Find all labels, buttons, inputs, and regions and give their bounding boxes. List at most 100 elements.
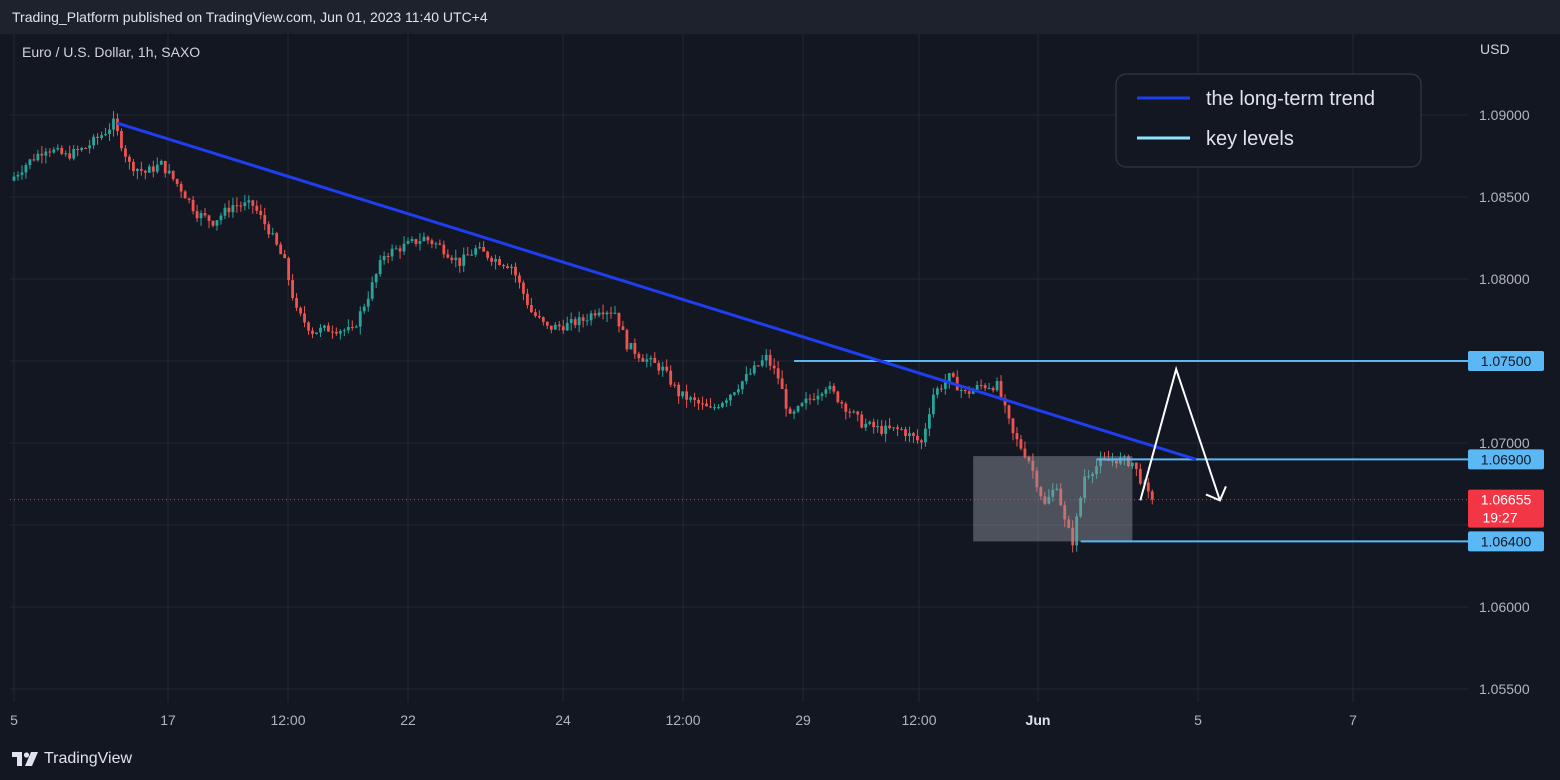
candle-body: [319, 327, 322, 333]
candle-body: [537, 315, 541, 318]
candle-body: [434, 243, 438, 245]
candle-body: [40, 153, 44, 156]
candle-body: [518, 275, 521, 283]
candle-body: [1039, 487, 1043, 497]
published-info: Trading_Platform published on TradingVie…: [12, 9, 488, 25]
candle-body: [143, 170, 147, 173]
brand[interactable]: TradingView: [12, 750, 132, 768]
candle-body: [530, 305, 533, 313]
candle-body: [1150, 491, 1154, 500]
candle-body: [597, 312, 601, 316]
candle-body: [183, 191, 187, 199]
time-tick-label: 7: [1349, 712, 1357, 728]
candle-body: [943, 381, 947, 389]
candle-body: [80, 147, 84, 151]
price-tick-label: 1.07000: [1479, 435, 1530, 451]
candle-body: [64, 153, 68, 155]
candle-body: [605, 312, 609, 315]
candle-body: [279, 244, 283, 255]
candle-body: [931, 394, 935, 415]
candle-body: [804, 398, 808, 404]
candle-body: [163, 160, 167, 174]
candle-body: [1003, 398, 1007, 406]
candle-body: [327, 325, 330, 332]
candle-body: [971, 389, 975, 394]
candle-body: [462, 254, 466, 266]
candle-body: [760, 360, 764, 366]
candle-body: [868, 421, 872, 424]
level-badge-label: 1.06900: [1481, 451, 1532, 467]
time-tick-label: 29: [795, 712, 811, 728]
candle-body: [426, 236, 430, 241]
candle-body: [354, 326, 358, 328]
candle-body: [808, 398, 812, 400]
candle-body: [275, 233, 279, 245]
candle-body: [159, 160, 163, 165]
candle-body: [171, 170, 175, 180]
candle-body: [864, 423, 868, 428]
candle-body: [323, 325, 326, 328]
candle-body: [880, 425, 884, 434]
candle-body: [219, 215, 223, 221]
candle-body: [705, 403, 708, 407]
candle-body: [820, 393, 824, 396]
candle-body: [88, 145, 92, 149]
candle-body: [490, 257, 493, 262]
footer-bar: [0, 740, 1560, 780]
candle-body: [732, 392, 736, 395]
candle-body: [1095, 466, 1098, 474]
candle-body: [382, 256, 386, 261]
candle-body: [908, 433, 911, 437]
candle-body: [593, 313, 597, 316]
candle-body: [796, 406, 800, 412]
price-chart[interactable]: 1.09000 1.08500 1.08000 1.07000 1.06000 1.055…: [0, 34, 1560, 740]
candle-body: [128, 156, 131, 162]
axes: 1.09000 1.08500 1.08000 1.07000 1.06000 1.055…: [10, 107, 1530, 728]
price-tick-label: 1.06000: [1479, 599, 1530, 615]
trendline-line: [117, 121, 1197, 461]
candle-body: [346, 327, 350, 331]
candle-body: [446, 254, 450, 258]
candle-body: [872, 421, 876, 428]
candle-body: [374, 274, 378, 283]
candle-body: [450, 257, 454, 261]
candle-body: [251, 200, 255, 206]
candle-body: [788, 408, 792, 414]
candle-body: [581, 317, 585, 321]
candle-body: [478, 247, 482, 249]
candle-body: [1083, 476, 1087, 499]
candle-body: [852, 411, 856, 413]
candle-body: [32, 159, 36, 161]
candle-body: [510, 266, 513, 269]
candle-body: [721, 402, 724, 408]
candle-body: [1130, 462, 1134, 467]
chart-area[interactable]: 1.09000 1.08500 1.08000 1.07000 1.06000 1.055…: [0, 34, 1560, 740]
candle-body: [191, 199, 195, 212]
candle-body: [139, 168, 143, 171]
candle-body: [569, 319, 573, 323]
candle-body: [147, 166, 151, 173]
candle-body: [108, 129, 111, 134]
candle-body: [92, 136, 95, 146]
candle-body: [553, 324, 557, 330]
candle-body: [924, 428, 927, 443]
candle-body: [135, 168, 139, 172]
candle-body: [175, 179, 179, 184]
candle-body: [780, 378, 784, 390]
candle-body: [167, 170, 171, 174]
price-badge-countdown: 19:27: [1482, 510, 1517, 526]
candle-body: [729, 394, 732, 401]
level-badge-label: 1.06400: [1481, 533, 1532, 549]
candle-body: [625, 330, 629, 350]
candle-body: [494, 258, 497, 262]
candle-body: [211, 220, 215, 226]
level-badge: [1468, 531, 1544, 552]
trendline: [117, 121, 1197, 461]
price-tick-label: 1.08500: [1479, 189, 1530, 205]
candle-body: [410, 239, 414, 241]
candle-body: [1134, 462, 1138, 469]
candle-body: [816, 395, 820, 400]
candle-body: [776, 368, 780, 379]
candle-body: [967, 391, 971, 394]
candle-body: [60, 147, 64, 154]
